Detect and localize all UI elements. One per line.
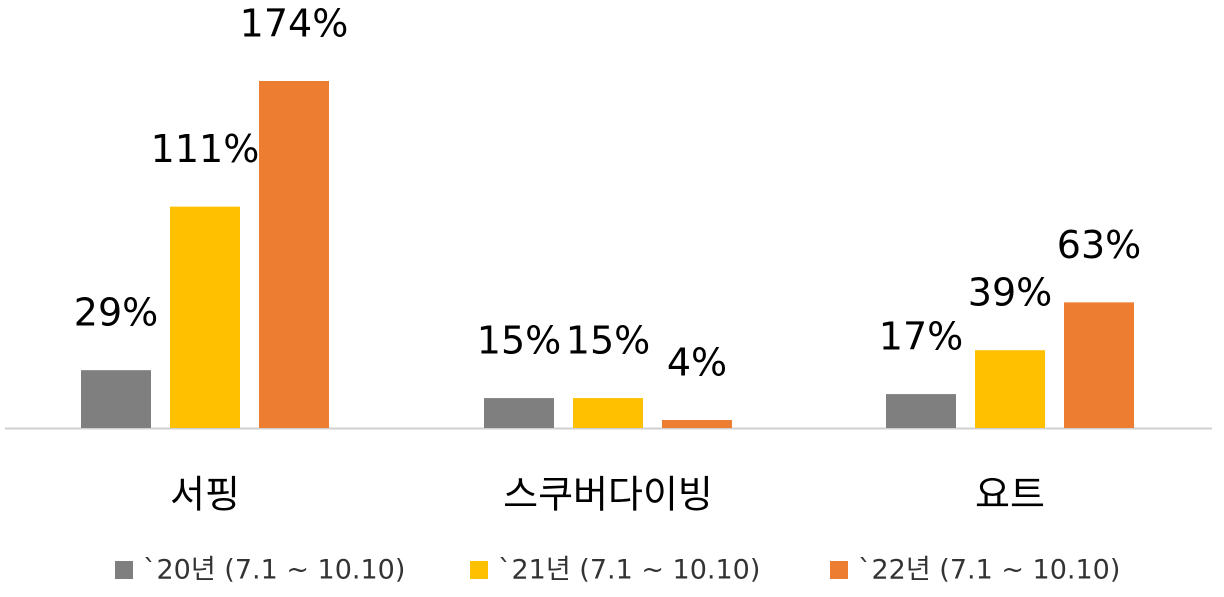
bar bbox=[170, 206, 240, 428]
bar bbox=[259, 81, 329, 428]
data-label: 174% bbox=[240, 2, 349, 46]
data-label: 17% bbox=[879, 315, 963, 359]
bar bbox=[484, 398, 554, 428]
data-label: 29% bbox=[74, 291, 158, 335]
bar bbox=[975, 350, 1045, 428]
category-label: 서핑 bbox=[170, 473, 240, 517]
legend-label: `22년 (7.1 ~ 10.10) bbox=[858, 555, 1120, 586]
legend-label: `20년 (7.1 ~ 10.10) bbox=[143, 555, 405, 586]
legend-swatch bbox=[830, 561, 848, 579]
bar bbox=[886, 394, 956, 428]
data-label: 111% bbox=[151, 127, 260, 171]
data-label: 63% bbox=[1057, 223, 1141, 267]
data-label: 39% bbox=[968, 271, 1052, 315]
legend-label: `21년 (7.1 ~ 10.10) bbox=[498, 555, 760, 586]
category-label: 요트 bbox=[975, 473, 1045, 517]
bar bbox=[1064, 302, 1134, 428]
bar bbox=[662, 420, 732, 428]
data-label: 15% bbox=[566, 319, 650, 363]
bar bbox=[573, 398, 643, 428]
category-label: 스쿠버다이빙 bbox=[503, 473, 713, 517]
legend-swatch bbox=[470, 561, 488, 579]
data-label: 15% bbox=[477, 319, 561, 363]
legend-swatch bbox=[115, 561, 133, 579]
data-label: 4% bbox=[667, 341, 727, 385]
bar bbox=[81, 370, 151, 428]
